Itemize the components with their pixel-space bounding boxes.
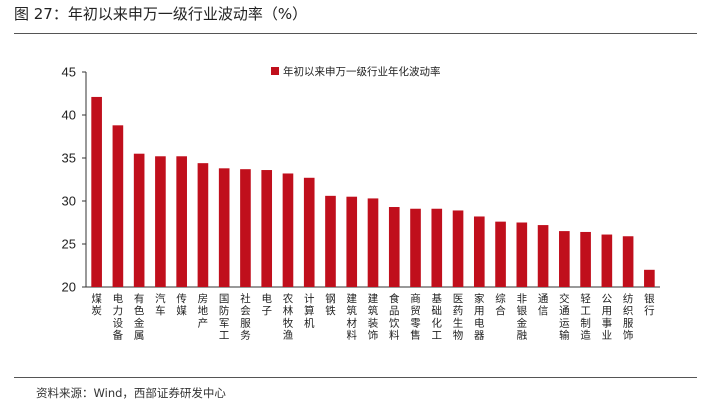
bar	[346, 196, 358, 287]
bar	[282, 173, 294, 287]
bar	[431, 208, 443, 287]
y-tick-label: 30	[62, 194, 76, 209]
y-tick-label: 25	[62, 237, 76, 252]
x-tick-label: 轻工制造	[580, 292, 591, 342]
bar	[473, 216, 485, 287]
x-tick-label: 建筑材料	[346, 292, 357, 342]
bar	[112, 125, 124, 287]
x-tick-label: 电子	[261, 292, 272, 317]
bar	[644, 269, 655, 287]
x-tick-label: 国防军工	[219, 293, 230, 342]
bar	[240, 169, 251, 287]
x-tick-label: 传媒	[176, 293, 187, 317]
bar	[367, 198, 379, 287]
bar	[452, 210, 464, 287]
bar	[388, 207, 400, 287]
bottom-divider	[14, 377, 697, 378]
bar	[155, 156, 166, 287]
x-tick-label: 基础化工	[432, 292, 443, 342]
legend-label: 年初以来申万一级行业年化波动率	[283, 65, 441, 78]
y-tick-label: 40	[62, 108, 76, 123]
x-tick-label: 综合	[495, 292, 506, 317]
x-tick-label: 银行	[644, 292, 655, 317]
bar	[325, 195, 336, 287]
x-tick-label: 计算机	[304, 292, 315, 329]
source-note: 资料来源：Wind，西部证券研发中心	[36, 386, 226, 400]
x-tick-label: 家用电器	[474, 292, 485, 342]
legend: 年初以来申万一级行业年化波动率	[271, 65, 441, 78]
bar	[495, 221, 506, 287]
bar	[516, 222, 528, 287]
bar	[580, 231, 591, 287]
bar	[303, 177, 315, 287]
bar	[537, 225, 549, 287]
y-tick-label: 45	[62, 65, 76, 80]
bar	[133, 153, 145, 287]
legend-swatch	[271, 67, 279, 75]
x-tick-label: 医药生物	[453, 293, 464, 342]
bar	[601, 234, 613, 287]
x-tick-label: 房地产	[198, 292, 209, 329]
x-tick-label: 纺织服饰	[623, 292, 634, 342]
x-tick-label: 电力设备	[113, 292, 124, 342]
bar	[91, 96, 102, 287]
x-axis-labels: 煤炭电力设备有色金属汽车传媒房地产国防军工社会服务电子农林牧渔计算机钢铁建筑材料…	[91, 292, 655, 342]
y-tick-label: 35	[62, 151, 76, 166]
bar	[218, 168, 230, 287]
x-tick-label: 煤炭	[91, 292, 102, 317]
x-tick-label: 钢铁	[325, 292, 336, 317]
y-axis: 20 25 30 35 40 45	[62, 65, 660, 295]
x-tick-label: 商贸零售	[410, 292, 421, 342]
bar	[410, 208, 421, 287]
bar-series	[91, 96, 655, 287]
x-tick-label: 交通运输	[559, 292, 570, 342]
bar	[622, 236, 634, 287]
x-tick-label: 建筑装饰	[368, 292, 379, 342]
bar	[176, 156, 187, 287]
bar	[261, 170, 273, 287]
x-tick-label: 食品饮料	[389, 292, 400, 342]
x-tick-label: 通信	[538, 293, 549, 317]
top-divider	[14, 33, 697, 34]
bar	[559, 231, 570, 287]
x-tick-label: 汽车	[155, 292, 166, 317]
x-tick-label: 非银金融	[517, 293, 528, 342]
x-tick-label: 社会服务	[240, 292, 251, 342]
y-tick-label: 20	[62, 280, 76, 295]
bar	[197, 163, 209, 287]
x-tick-label: 有色金属	[134, 292, 145, 342]
x-tick-label: 公用事业	[602, 293, 613, 342]
x-tick-label: 农林牧渔	[283, 292, 294, 342]
figure-title: 图 27：年初以来申万一级行业波动率（%）	[14, 5, 308, 23]
